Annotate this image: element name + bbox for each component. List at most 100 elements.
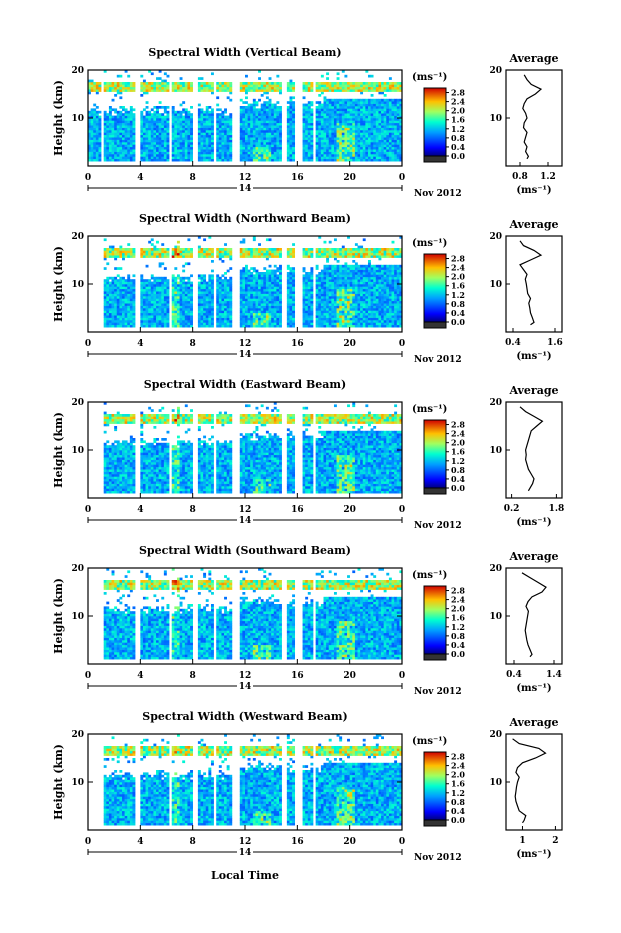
heatmap-cell bbox=[289, 108, 292, 111]
heatmap-cell bbox=[91, 111, 94, 114]
heatmap-cell bbox=[156, 301, 159, 304]
heatmap-cell bbox=[187, 135, 190, 138]
heatmap-cell bbox=[216, 318, 219, 321]
heatmap-cell bbox=[261, 250, 264, 253]
heatmap-cell bbox=[289, 125, 292, 128]
heatmap-cell bbox=[167, 84, 170, 87]
heatmap-cell bbox=[253, 147, 256, 150]
heatmap-cell bbox=[198, 84, 201, 87]
heatmap-cell bbox=[292, 267, 295, 270]
heatmap-cell bbox=[198, 132, 201, 135]
heatmap-cell bbox=[334, 128, 337, 131]
heatmap-cell bbox=[331, 108, 334, 111]
heatmap-cell bbox=[93, 156, 96, 159]
heatmap-cell bbox=[140, 89, 143, 92]
heatmap-cell bbox=[208, 125, 211, 128]
heatmap-cell bbox=[326, 113, 329, 116]
heatmap-cell bbox=[208, 298, 211, 301]
heatmap-cell bbox=[248, 104, 251, 107]
heatmap-cell bbox=[146, 322, 149, 325]
heatmap-cell bbox=[303, 147, 306, 150]
heatmap-cell bbox=[203, 286, 206, 289]
heatmap-cell bbox=[187, 303, 190, 306]
heatmap-cell bbox=[255, 270, 258, 273]
heatmap-cell bbox=[289, 270, 292, 273]
heatmap-cell bbox=[342, 104, 345, 107]
heatmap-cell bbox=[172, 253, 175, 256]
heatmap-cell bbox=[324, 322, 327, 325]
heatmap-cell bbox=[350, 128, 353, 131]
heatmap-cell bbox=[310, 291, 313, 294]
heatmap-cell bbox=[344, 75, 347, 78]
heatmap-cell bbox=[106, 128, 109, 131]
heatmap-cell bbox=[119, 130, 122, 133]
heatmap-cell bbox=[122, 306, 125, 309]
heatmap-cell bbox=[148, 313, 151, 316]
heatmap-cell bbox=[153, 111, 156, 114]
heatmap-cell bbox=[289, 111, 292, 114]
heatmap-cell bbox=[180, 152, 183, 155]
heatmap-cell bbox=[203, 87, 206, 90]
heatmap-cell bbox=[219, 294, 222, 297]
heatmap-cell bbox=[201, 128, 204, 131]
heatmap-cell bbox=[112, 296, 115, 299]
heatmap-cell bbox=[276, 128, 279, 131]
heatmap-cell bbox=[112, 250, 115, 253]
heatmap-cell bbox=[321, 308, 324, 311]
heatmap-cell bbox=[342, 101, 345, 104]
heatmap-cell bbox=[187, 154, 190, 157]
heatmap-cell bbox=[240, 308, 243, 311]
heatmap-cell bbox=[363, 152, 366, 155]
heatmap-cell bbox=[363, 140, 366, 143]
heatmap-cell bbox=[326, 125, 329, 128]
heatmap-cell bbox=[289, 149, 292, 152]
heatmap-cell bbox=[334, 130, 337, 133]
heatmap-cell bbox=[229, 123, 232, 126]
heatmap-cell bbox=[109, 294, 112, 297]
heatmap-cell bbox=[389, 101, 392, 104]
heatmap-cell bbox=[140, 149, 143, 152]
heatmap-cell bbox=[305, 135, 308, 138]
heatmap-cell bbox=[240, 154, 243, 157]
heatmap-cell bbox=[156, 241, 159, 244]
heatmap-cell bbox=[289, 104, 292, 107]
heatmap-cell bbox=[381, 123, 384, 126]
heatmap-cell bbox=[182, 142, 185, 145]
heatmap-cell bbox=[397, 137, 400, 140]
heatmap-cell bbox=[104, 123, 107, 126]
heatmap-cell bbox=[167, 322, 170, 325]
heatmap-cell bbox=[143, 313, 146, 316]
heatmap-cell bbox=[140, 82, 143, 85]
heatmap-cell bbox=[266, 250, 269, 253]
heatmap-cell bbox=[303, 279, 306, 282]
heatmap-cell bbox=[381, 132, 384, 135]
heatmap-cell bbox=[358, 130, 361, 133]
heatmap-cell bbox=[358, 84, 361, 87]
heatmap-cell bbox=[132, 140, 135, 143]
heatmap-cell bbox=[324, 152, 327, 155]
heatmap-cell bbox=[174, 298, 177, 301]
heatmap-cell bbox=[245, 315, 248, 318]
heatmap-cell bbox=[132, 113, 135, 116]
heatmap-cell bbox=[326, 318, 329, 321]
heatmap-cell bbox=[316, 142, 319, 145]
heatmap-cell bbox=[127, 284, 130, 287]
heatmap-cell bbox=[258, 89, 261, 92]
heatmap-cell bbox=[376, 135, 379, 138]
heatmap-cell bbox=[324, 149, 327, 152]
heatmap-cell bbox=[381, 89, 384, 92]
heatmap-cell bbox=[250, 125, 253, 128]
heatmap-cell bbox=[219, 282, 222, 285]
heatmap-cell bbox=[206, 140, 209, 143]
heatmap-cell bbox=[242, 301, 245, 304]
heatmap-cell bbox=[363, 125, 366, 128]
heatmap-cell bbox=[279, 279, 282, 282]
heatmap-cell bbox=[329, 144, 332, 147]
heatmap-cell bbox=[344, 130, 347, 133]
heatmap-cell bbox=[143, 284, 146, 287]
heatmap-cell bbox=[224, 306, 227, 309]
heatmap-cell bbox=[276, 144, 279, 147]
heatmap-cell bbox=[397, 156, 400, 159]
heatmap-cell bbox=[156, 147, 159, 150]
heatmap-cell bbox=[104, 296, 107, 299]
